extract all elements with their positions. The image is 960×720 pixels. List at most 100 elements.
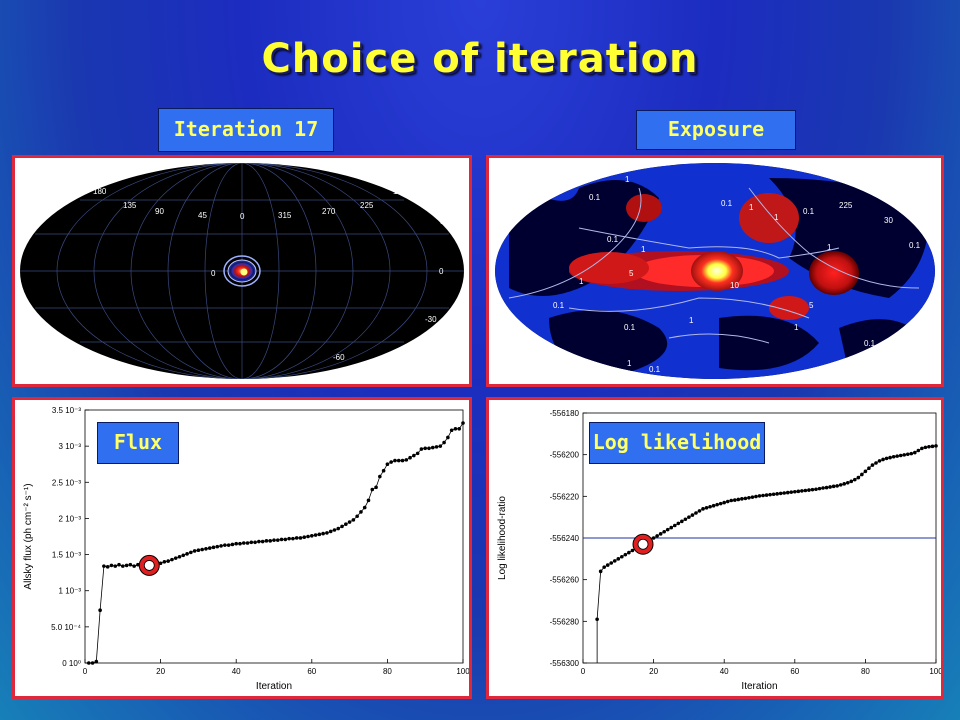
x-tick-label: 40: [232, 667, 241, 676]
data-point: [283, 537, 288, 542]
data-point: [128, 562, 133, 567]
x-tick-label: 60: [790, 667, 799, 676]
data-point: [828, 485, 832, 489]
y-tick-label: 2.5 10⁻³: [52, 478, 81, 487]
data-point: [874, 461, 878, 465]
data-point: [835, 484, 839, 488]
data-point: [347, 520, 352, 524]
data-point: [241, 541, 246, 545]
data-point: [658, 532, 663, 536]
map-grid-label: 135: [123, 201, 137, 210]
data-point: [800, 489, 804, 493]
data-point: [609, 561, 614, 565]
data-point: [884, 456, 889, 461]
data-point: [630, 548, 635, 553]
data-point: [694, 511, 698, 515]
data-point: [223, 543, 227, 547]
y-tick-label: -556260: [550, 576, 580, 585]
data-point: [595, 617, 599, 622]
data-point: [291, 536, 295, 541]
x-tick-label: 40: [720, 667, 729, 676]
contour-label: 0.1: [607, 235, 619, 244]
map-grid-label: 225: [360, 201, 374, 210]
data-point: [196, 548, 201, 553]
data-point: [132, 564, 136, 568]
data-point: [325, 531, 329, 535]
map-grid-label: 0: [240, 212, 245, 221]
data-point: [785, 490, 790, 495]
data-point: [905, 452, 910, 457]
data-point: [824, 485, 829, 490]
data-point: [260, 539, 265, 544]
data-point: [181, 553, 186, 558]
data-point: [275, 538, 280, 542]
data-point: [891, 454, 896, 459]
data-point: [102, 564, 106, 568]
data-point: [207, 546, 212, 550]
data-point: [294, 536, 299, 540]
data-point: [775, 492, 779, 496]
x-tick-label: 60: [307, 667, 316, 676]
data-point: [173, 556, 178, 560]
data-point: [722, 500, 726, 505]
data-point: [845, 480, 850, 485]
y-tick-label: 1 10⁻³: [59, 587, 82, 596]
data-point: [913, 450, 917, 455]
data-point: [412, 453, 416, 458]
data-point: [708, 504, 712, 509]
data-point: [449, 428, 454, 433]
contour-label: 0.1: [649, 365, 661, 374]
map-grid-label: 30: [440, 217, 449, 226]
data-point: [434, 445, 439, 449]
data-point: [877, 459, 882, 463]
data-point: [351, 518, 356, 522]
data-point: [934, 444, 938, 448]
data-point: [817, 486, 822, 491]
data-point: [204, 546, 208, 551]
data-point: [768, 492, 772, 497]
data-point: [782, 491, 787, 495]
data-point: [701, 507, 705, 511]
data-point: [124, 563, 129, 568]
data-point: [616, 557, 621, 561]
data-point: [856, 475, 861, 480]
contour-label: 1: [689, 316, 694, 325]
x-axis-label: Iteration: [256, 681, 292, 692]
data-point: [98, 608, 102, 613]
contour-label: 1: [774, 213, 779, 222]
data-point: [109, 563, 114, 568]
contour-label: 5: [629, 269, 634, 278]
data-point: [234, 541, 238, 546]
x-tick-label: 0: [83, 667, 88, 676]
data-point: [215, 544, 220, 549]
map-grid-label: 180: [869, 187, 883, 196]
data-point: [340, 524, 344, 529]
loglike-chart-panel: 0 20 40 60 80 100 -556300 -556280 -556260 -556240…: [486, 397, 944, 699]
data-point: [344, 522, 348, 527]
series-line: [596, 445, 937, 663]
data-point: [651, 536, 656, 540]
data-point: [672, 523, 677, 528]
data-point: [902, 453, 907, 457]
data-point: [90, 661, 95, 665]
map-grid-label: -60: [333, 353, 345, 362]
data-point: [438, 444, 443, 448]
data-point: [393, 458, 397, 463]
data-point: [725, 499, 730, 504]
data-point: [86, 661, 91, 665]
y-tick-label: -556240: [550, 534, 580, 543]
data-point: [669, 525, 674, 530]
loglike-chart: 0 20 40 60 80 100 -556300 -556280 -556260 -556240…: [497, 409, 941, 692]
data-point: [620, 554, 624, 559]
data-point: [366, 498, 371, 503]
y-tick-label: 2 10⁻³: [59, 514, 82, 523]
data-point: [838, 483, 843, 487]
data-point: [771, 492, 776, 497]
data-point: [332, 528, 337, 532]
data-point: [302, 535, 307, 540]
data-point: [359, 510, 363, 514]
data-point: [442, 440, 446, 445]
data-point: [810, 487, 815, 492]
contour-label: 1: [627, 359, 632, 368]
contour-label: 0.1: [803, 207, 815, 216]
